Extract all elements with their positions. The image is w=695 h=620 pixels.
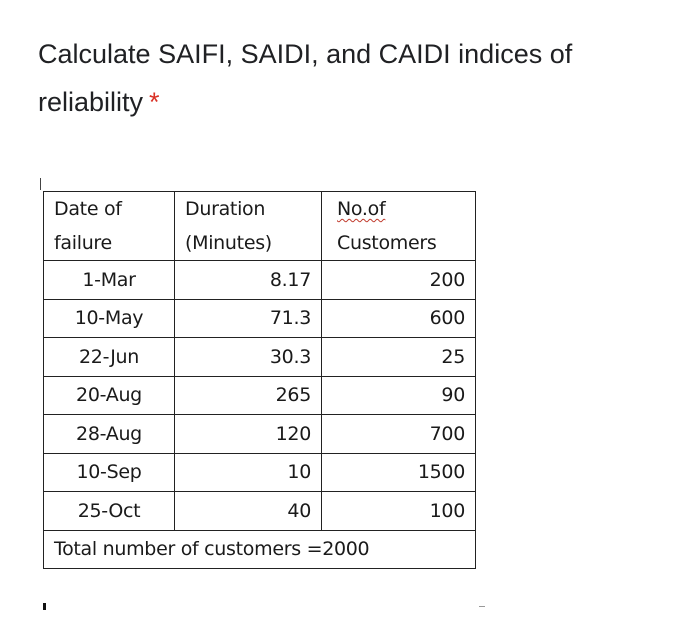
cell-customers: 1500	[321, 452, 476, 492]
cell-duration: 120	[174, 414, 322, 454]
table-row: 20-Aug 265 90	[43, 375, 476, 415]
required-asterisk: *	[149, 87, 160, 117]
cell-customers: 600	[321, 298, 476, 338]
question-title: Calculate SAIFI, SAIDI, and CAIDI indice…	[38, 30, 678, 126]
cell-duration: 8.17	[174, 260, 322, 300]
cell-date: 10-Sep	[43, 452, 175, 492]
table-total-row: Total number of customers =2000	[43, 529, 476, 569]
image-edge-mark	[479, 606, 485, 607]
cell-customers: 700	[321, 414, 476, 454]
image-edge-mark	[43, 603, 46, 610]
header-date: Date of failure	[43, 191, 175, 261]
table-row: 25-Oct 40 100	[43, 491, 476, 531]
cell-duration: 10	[174, 452, 322, 492]
cell-date: 22-Jun	[43, 337, 175, 377]
table-header-row: Date of failure Duration (Minutes) No.of…	[43, 191, 476, 261]
failure-data-table: Date of failure Duration (Minutes) No.of…	[43, 191, 476, 569]
cell-customers: 100	[321, 491, 476, 531]
cell-duration: 30.3	[174, 337, 322, 377]
question-text: Calculate SAIFI, SAIDI, and CAIDI indice…	[38, 39, 573, 117]
cell-customers: 90	[321, 375, 476, 415]
question-image: Date of failure Duration (Minutes) No.of…	[38, 178, 490, 610]
cell-duration: 71.3	[174, 298, 322, 338]
cell-date: 25-Oct	[43, 491, 175, 531]
cell-duration: 265	[174, 375, 322, 415]
cell-customers: 25	[321, 337, 476, 377]
cell-date: 20-Aug	[43, 375, 175, 415]
cell-customers: 200	[321, 260, 476, 300]
total-customers-cell: Total number of customers =2000	[43, 529, 476, 569]
table-row: 10-Sep 10 1500	[43, 452, 476, 492]
table-row: 1-Mar 8.17 200	[43, 260, 476, 300]
cell-duration: 40	[174, 491, 322, 531]
header-duration: Duration (Minutes)	[174, 191, 322, 261]
cell-date: 28-Aug	[43, 414, 175, 454]
table-row: 22-Jun 30.3 25	[43, 337, 476, 377]
image-edge-mark	[40, 178, 41, 190]
table-row: 28-Aug 120 700	[43, 414, 476, 454]
table-row: 10-May 71.3 600	[43, 298, 476, 338]
cell-date: 1-Mar	[43, 260, 175, 300]
header-customers: No.of Customers	[321, 191, 476, 261]
cell-date: 10-May	[43, 298, 175, 338]
